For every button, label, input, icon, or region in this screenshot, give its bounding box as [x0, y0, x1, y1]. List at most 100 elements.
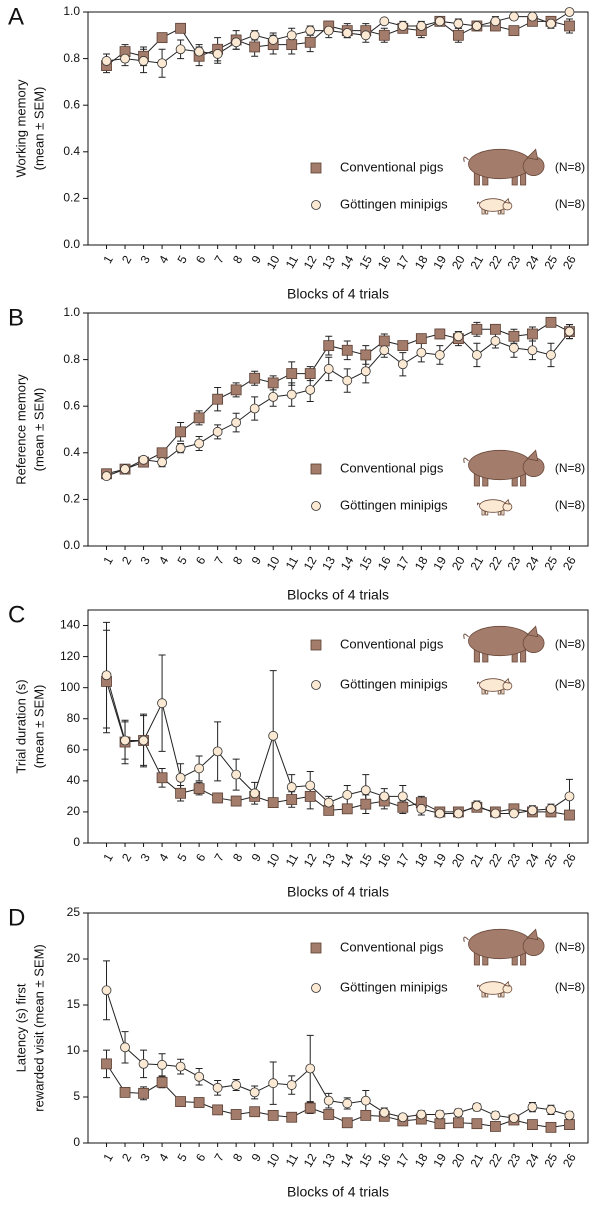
data-point — [120, 1042, 130, 1053]
data-point — [194, 46, 205, 57]
y-tick-label: 60 — [67, 742, 81, 756]
x-tick-label: 8 — [230, 253, 246, 266]
data-point — [138, 56, 149, 66]
x-tick-label: 16 — [375, 253, 394, 272]
data-point — [175, 443, 186, 454]
data-point — [323, 25, 334, 36]
data-point — [120, 53, 130, 64]
data-point — [101, 985, 112, 996]
data-point — [416, 21, 427, 31]
x-tick-label: 19 — [430, 253, 449, 272]
data-point — [156, 32, 168, 44]
pig-body — [468, 148, 532, 180]
pig-body — [479, 981, 507, 995]
data-point — [120, 735, 130, 746]
data-point — [249, 1087, 260, 1098]
pig-body — [479, 678, 507, 692]
data-point — [453, 331, 464, 342]
legend-n: (N=8) — [555, 677, 585, 691]
data-point — [286, 782, 297, 792]
data-point — [249, 788, 260, 799]
data-point — [156, 1076, 168, 1088]
x-tick-label: 22 — [486, 1151, 505, 1170]
data-point — [378, 29, 390, 41]
x-tick-label: 11 — [283, 851, 302, 869]
data-point — [119, 1087, 131, 1098]
data-point — [101, 56, 112, 66]
data-point — [509, 343, 519, 353]
data-point — [175, 22, 186, 34]
data-point — [564, 791, 575, 802]
x-tick-label: 5 — [174, 851, 190, 864]
data-point — [397, 791, 408, 802]
x-tick-label: 1 — [100, 554, 116, 567]
x-tick-label: 3 — [137, 253, 153, 266]
data-point — [360, 798, 372, 810]
data-point — [509, 1113, 519, 1124]
plot-frame — [87, 11, 589, 246]
data-point — [193, 412, 205, 424]
x-tick-label: 4 — [156, 1151, 172, 1164]
data-point — [434, 808, 445, 819]
x-tick-label: 17 — [393, 554, 412, 573]
x-tick-label: 7 — [212, 1151, 228, 1164]
data-point — [360, 30, 371, 41]
x-tick-label: 14 — [338, 554, 357, 573]
y-tick-label: 0.6 — [63, 398, 80, 412]
x-tick-label: 24 — [523, 253, 542, 272]
x-tick-label: 13 — [319, 253, 338, 272]
data-point — [286, 794, 298, 805]
legend-label: Göttingen minipigs — [340, 676, 448, 691]
data-point — [490, 16, 501, 27]
legend-marker — [311, 983, 321, 993]
data-point — [157, 58, 167, 69]
data-point — [379, 1107, 390, 1118]
data-point — [194, 1071, 205, 1082]
y-axis-label: (mean ± SEM) — [31, 388, 46, 472]
pig-icon — [476, 498, 513, 516]
x-tick-label: 18 — [412, 851, 431, 870]
data-point — [416, 347, 427, 358]
data-point — [360, 366, 371, 377]
data-point — [379, 16, 390, 27]
pig-icon — [463, 449, 545, 487]
x-tick-label: 11 — [283, 1151, 302, 1169]
data-point — [249, 372, 261, 384]
x-tick-label: 9 — [249, 1151, 265, 1164]
legend-marker — [310, 463, 322, 475]
data-point — [546, 1104, 556, 1115]
x-tick-label: 12 — [301, 1151, 320, 1170]
legend-marker — [310, 162, 322, 174]
data-point — [230, 384, 242, 396]
legend-label: Conventional pigs — [340, 636, 444, 651]
y-tick-label: 0.4 — [63, 144, 80, 158]
data-point — [286, 368, 298, 379]
data-point — [175, 772, 186, 783]
data-point — [323, 1109, 335, 1120]
data-point — [490, 336, 501, 346]
x-tick-label: 20 — [449, 851, 468, 870]
y-tick-label: 0.6 — [63, 97, 80, 111]
x-tick-label: 6 — [193, 1151, 209, 1164]
pig-ear — [503, 197, 510, 204]
data-point — [175, 44, 186, 55]
x-tick-label: 1 — [100, 1151, 116, 1164]
pig-icon — [476, 197, 513, 215]
data-point — [546, 803, 556, 814]
data-point — [342, 789, 353, 800]
data-point — [341, 803, 353, 815]
plot-frame — [87, 312, 589, 547]
x-tick-label: 2 — [119, 554, 135, 567]
x-tick-label: 21 — [467, 1151, 486, 1170]
pig-icon — [476, 677, 513, 695]
y-tick-label: 10 — [67, 1043, 81, 1057]
data-point — [564, 7, 575, 17]
x-tick-label: 3 — [137, 554, 153, 567]
data-point — [397, 21, 408, 31]
pig-ear — [503, 980, 510, 987]
pig-tail — [476, 201, 480, 205]
data-point — [304, 36, 316, 48]
y-tick-label: 15 — [67, 997, 81, 1011]
data-point — [157, 1059, 167, 1070]
x-tick-label: 25 — [542, 1151, 561, 1170]
